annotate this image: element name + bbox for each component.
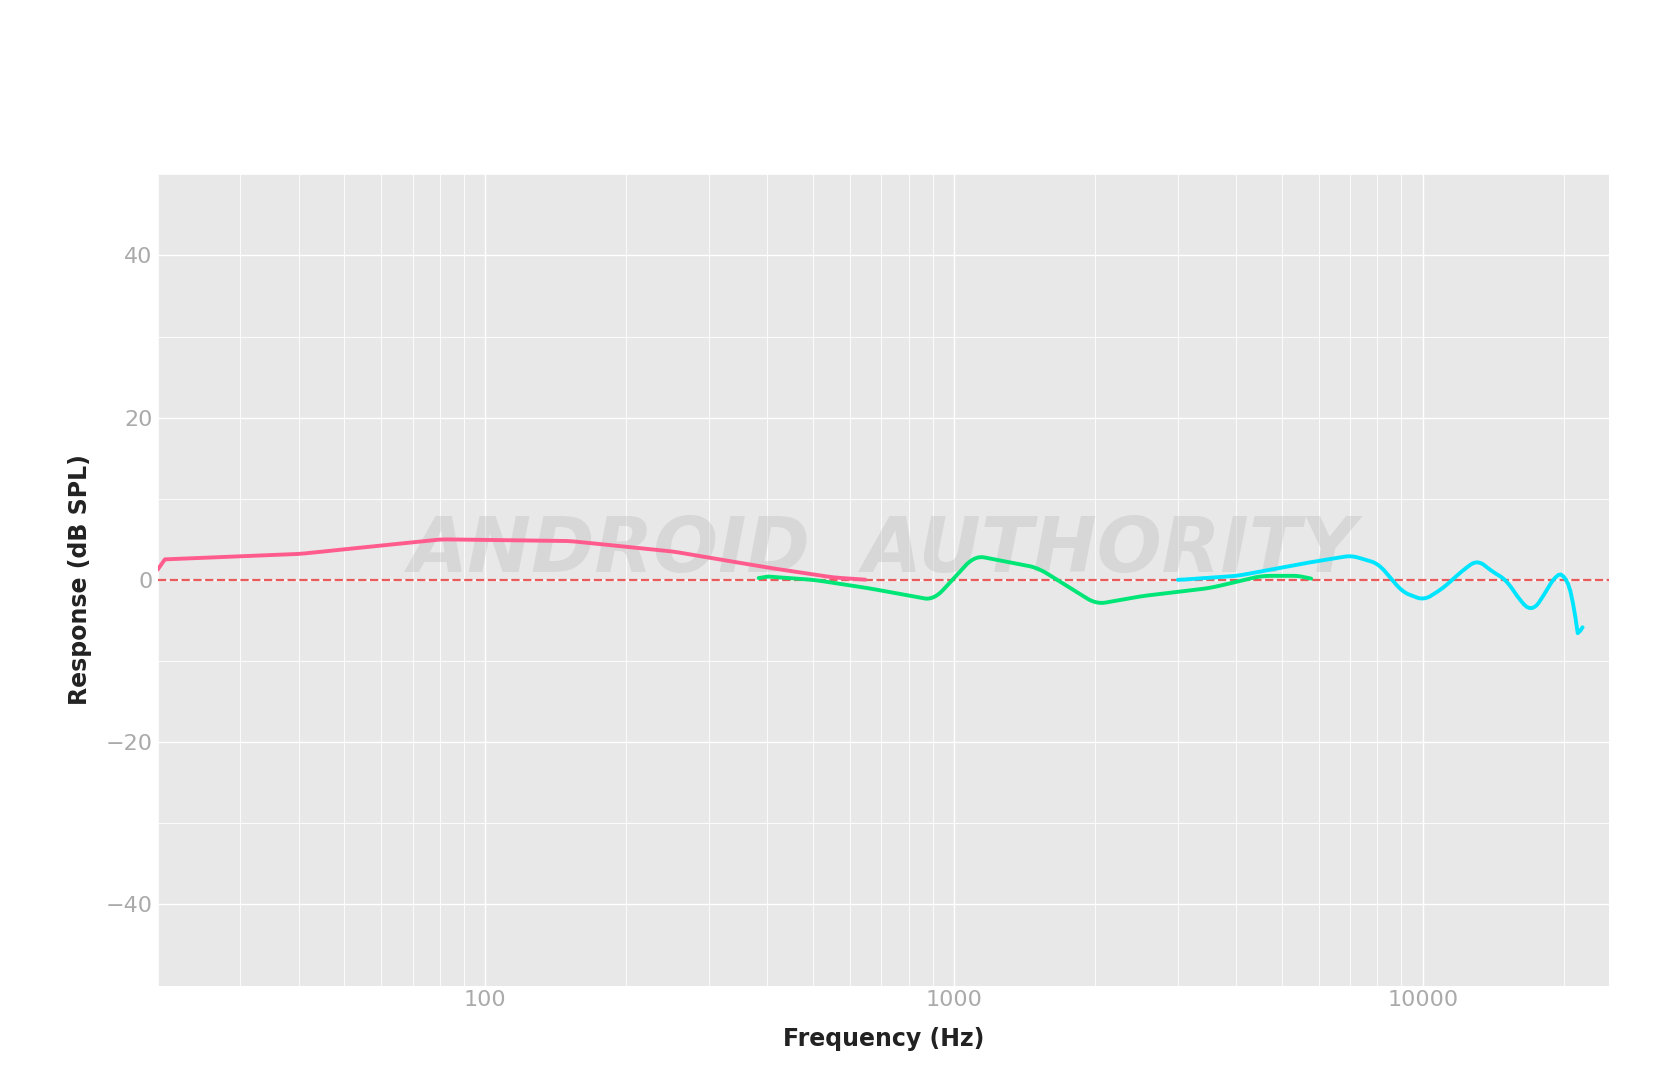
Y-axis label: Response (dB SPL): Response (dB SPL) [68, 454, 91, 706]
Text: Samsung Galaxy Buds Plus Frequency Response: Samsung Galaxy Buds Plus Frequency Respo… [264, 47, 1395, 89]
Text: ANDROID  AUTHORITY: ANDROID AUTHORITY [410, 514, 1357, 588]
X-axis label: Frequency (Hz): Frequency (Hz) [783, 1027, 984, 1051]
